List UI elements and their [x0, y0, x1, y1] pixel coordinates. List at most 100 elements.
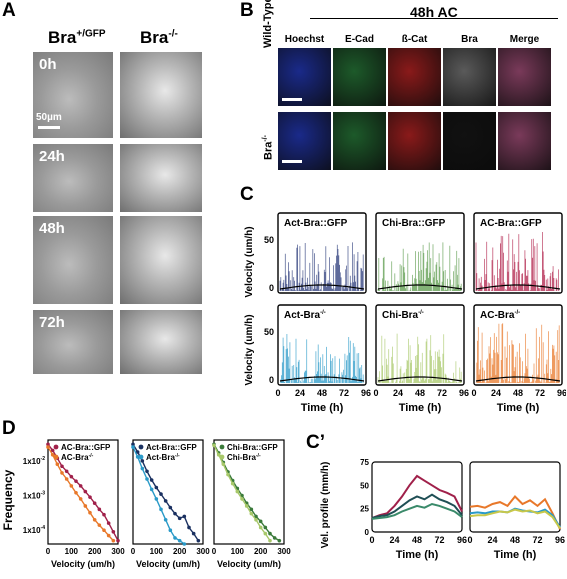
xtick-label: 24 [491, 388, 501, 398]
mean-velocity-line [475, 284, 561, 290]
b-col-header: Hoechst [284, 34, 325, 45]
ytick-label: 50 [360, 481, 369, 490]
xtick-label: 200 [88, 547, 102, 556]
panel-frame [375, 212, 465, 294]
data-point [240, 497, 244, 501]
confocal-image [388, 112, 441, 170]
xtick-label: 0 [131, 547, 136, 556]
data-point [212, 443, 216, 448]
data-point [60, 464, 64, 469]
ytick-label: 50 [264, 235, 274, 245]
data-point [74, 490, 78, 495]
data-point [173, 536, 177, 540]
xtick-label: 24 [487, 535, 497, 545]
title-superscript: -/- [514, 310, 520, 316]
data-point [111, 529, 116, 534]
panel-title: Act-Bra-/- [284, 310, 326, 321]
ytick-label: 25 [360, 505, 369, 514]
data-point [254, 517, 258, 522]
data-point [135, 450, 140, 454]
data-point [135, 455, 140, 459]
d-xlabel: Velocity (um/h) [51, 559, 115, 569]
col-header-ko: Bra-/- [140, 28, 178, 47]
data-point [140, 466, 145, 471]
col-header-gfp: Bra+/GFP [48, 28, 106, 47]
d-xlabel: Velocity (um/h) [217, 559, 281, 569]
legend-label: Act-Bra::GFP [146, 443, 197, 452]
ytick-label: 1x10-4 [23, 525, 45, 535]
data-point [131, 442, 135, 447]
data-point [83, 489, 88, 494]
xtick-label: 96 [557, 388, 566, 398]
confocal-image [333, 112, 386, 170]
b-row-label-wt: Wild-Type [262, 0, 274, 48]
ytick-exponent: -3 [41, 491, 46, 497]
c-xlabel: Time (h) [497, 402, 540, 414]
data-point [221, 462, 226, 467]
data-point [102, 512, 106, 517]
xtick-label: 72 [339, 388, 349, 398]
d-xlabel: Velocity (um/h) [136, 559, 200, 569]
legend-label: Chi-Bra-/- [227, 453, 261, 462]
velocity-panel: Act-Bra-/- 0 50 0 24 48 72 96 Time (h) [264, 304, 371, 414]
micrograph-gfp-0h: 0h [33, 52, 113, 138]
legend-marker [138, 444, 144, 450]
data-point [88, 510, 92, 515]
data-point [149, 487, 154, 492]
data-point [263, 525, 268, 530]
data-point [60, 471, 64, 475]
panel-label-c: C [240, 184, 254, 205]
xtick-label: 100 [150, 547, 164, 556]
legend-label: AC-Bra-/- [61, 453, 94, 462]
ytick-label: 1x10-3 [23, 491, 45, 501]
xtick-label: 0 [46, 547, 51, 556]
profile-panel: 0 24 48 72 96 Time (h) 0 25 50 75 [360, 458, 467, 561]
xtick-label: 100 [231, 547, 245, 556]
data-point [140, 459, 145, 463]
data-point [97, 523, 102, 527]
ytick-label: 75 [360, 458, 369, 467]
data-point [159, 492, 163, 496]
micrograph-gfp-72h: 72h [33, 310, 113, 374]
xtick-label: 0 [275, 388, 280, 398]
data-point [64, 469, 69, 474]
data-point [268, 538, 272, 543]
data-point [145, 477, 149, 481]
c-ylabel-top: Velocity (um/h) [244, 226, 255, 297]
panel-frame [277, 304, 367, 386]
micrograph-gfp-48h: 48h [33, 216, 113, 304]
cp-xlabel: Time (h) [494, 549, 537, 561]
data-point [88, 495, 92, 499]
xtick-label: 72 [535, 388, 545, 398]
panel-label-cprime: C’ [306, 432, 325, 453]
confocal-image [333, 48, 386, 106]
data-point [177, 538, 182, 543]
xtick-label: 48 [317, 388, 327, 398]
confocal-image [498, 112, 551, 170]
xtick-label: 300 [277, 547, 291, 556]
xtick-label: 72 [532, 535, 542, 545]
profile-line [469, 508, 561, 529]
data-point [182, 542, 187, 546]
data-point [55, 462, 60, 467]
panel-frame [473, 212, 563, 294]
micrograph-ko-24h [120, 144, 202, 212]
data-point [249, 511, 254, 516]
data-point [254, 514, 258, 519]
legend-label: Act-Bra-/- [146, 453, 180, 462]
velocity-trace [279, 334, 364, 383]
micrograph-gfp-24h: 24h [33, 144, 113, 212]
data-point [50, 452, 55, 457]
legend-marker [219, 454, 225, 460]
data-point [74, 479, 78, 483]
panel-frame [213, 439, 285, 545]
header-rule [310, 18, 558, 19]
data-point [131, 445, 135, 449]
xtick-label: 96 [555, 535, 565, 545]
scale-bar [282, 160, 302, 163]
data-point [78, 497, 83, 501]
data-point [83, 504, 88, 508]
